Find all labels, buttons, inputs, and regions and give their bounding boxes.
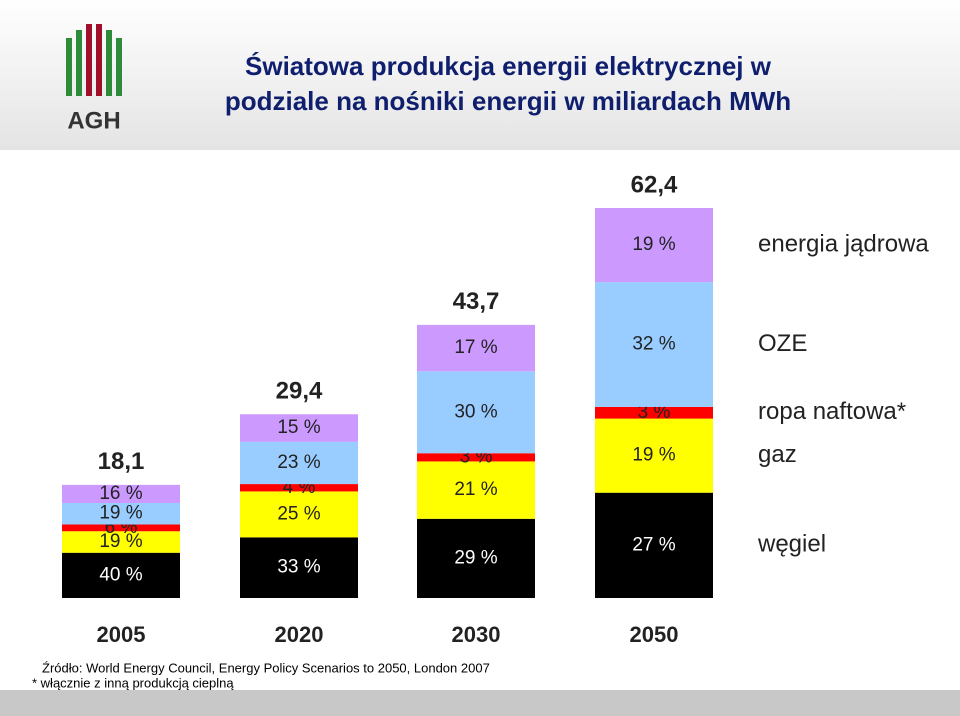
header-band bbox=[0, 0, 960, 150]
bar-segment bbox=[417, 461, 535, 519]
chart-title: podziale na nośniki energii w miliardach… bbox=[225, 86, 791, 116]
legend-label: węgiel bbox=[757, 531, 826, 558]
bar-segment bbox=[240, 537, 358, 598]
bar-segment bbox=[62, 552, 180, 598]
bar-segment bbox=[595, 406, 713, 419]
bar-segment bbox=[62, 531, 180, 553]
value-label: 27 % bbox=[632, 534, 675, 555]
note: * włącznie z inną produkcją cieplną bbox=[32, 675, 234, 690]
bar-segment bbox=[417, 453, 535, 462]
total-label: 18,1 bbox=[98, 448, 145, 475]
legend-label: gaz bbox=[758, 441, 797, 468]
bar-segment bbox=[595, 418, 713, 493]
bar-segment bbox=[240, 484, 358, 492]
x-tick-label: 2030 bbox=[452, 622, 501, 647]
total-label: 62,4 bbox=[631, 171, 678, 198]
bar-segment bbox=[62, 524, 180, 532]
total-label: 43,7 bbox=[453, 288, 500, 315]
bar-segment bbox=[417, 518, 535, 598]
value-label: 19 % bbox=[99, 531, 142, 552]
logo: AGH bbox=[66, 24, 122, 134]
value-label: 40 % bbox=[99, 564, 142, 585]
bar-segment bbox=[595, 208, 713, 283]
footer-band bbox=[0, 690, 960, 716]
legend-label: OZE bbox=[758, 330, 807, 357]
bar-segment bbox=[240, 491, 358, 538]
bar-segment bbox=[417, 324, 535, 372]
value-label: 32 % bbox=[632, 334, 675, 355]
value-label: 17 % bbox=[454, 337, 497, 358]
value-label: 29 % bbox=[454, 547, 497, 568]
value-label: 3 % bbox=[638, 402, 671, 423]
legend-label: energia jądrowa bbox=[758, 230, 929, 257]
total-label: 29,4 bbox=[276, 378, 323, 405]
value-label: 30 % bbox=[454, 401, 497, 422]
bar-segment bbox=[240, 414, 358, 442]
bar-segment bbox=[240, 441, 358, 485]
source: Źródło: World Energy Council, Energy Pol… bbox=[42, 660, 490, 675]
value-label: 19 % bbox=[632, 445, 675, 466]
legend-label: ropa naftowa* bbox=[758, 398, 906, 425]
value-label: 19 % bbox=[99, 503, 142, 524]
chart-title: Światowa produkcja energii elektrycznej … bbox=[245, 51, 772, 81]
x-tick-label: 2050 bbox=[630, 622, 679, 647]
bar-segment bbox=[62, 502, 180, 525]
bar-segment bbox=[417, 371, 535, 454]
bar-segment bbox=[595, 492, 713, 598]
x-tick-label: 2020 bbox=[275, 622, 324, 647]
value-label: 21 % bbox=[454, 479, 497, 500]
bar-segment bbox=[595, 282, 713, 407]
x-tick-label: 2005 bbox=[97, 622, 146, 647]
value-label: 33 % bbox=[277, 557, 320, 578]
value-label: 23 % bbox=[277, 452, 320, 473]
value-label: 25 % bbox=[277, 503, 320, 524]
value-label: 16 % bbox=[99, 483, 142, 504]
bar-segment bbox=[62, 484, 180, 503]
logo-text: AGH bbox=[67, 107, 120, 134]
value-label: 15 % bbox=[277, 417, 320, 438]
value-label: 19 % bbox=[632, 234, 675, 255]
